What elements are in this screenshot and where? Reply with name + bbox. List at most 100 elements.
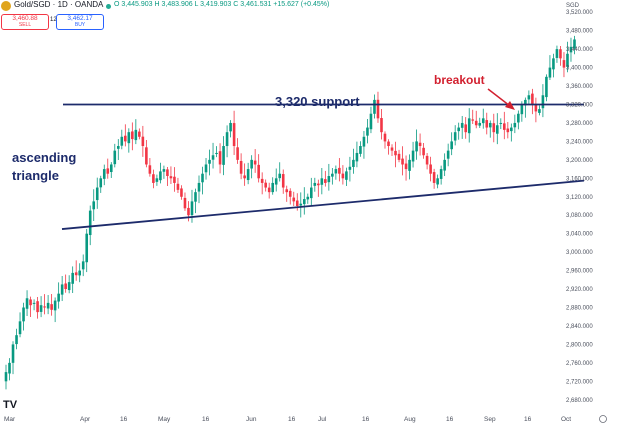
candle-body [159,171,162,181]
candle-body [302,199,306,205]
candle-body [524,99,527,106]
candle-body [239,160,243,174]
candle-body [411,150,415,162]
y-tick-label: 3,040.000 [566,232,593,238]
candle-body [481,118,485,124]
candle-body [53,300,57,311]
candle-body [443,159,446,171]
candle-body [267,187,271,193]
y-tick-label: 3,320.000 [566,103,593,109]
y-tick-label: 3,520.000 [566,10,593,16]
symbol-title[interactable]: Gold/SGD · 1D · OANDA [14,0,104,9]
candle-body [559,49,562,59]
candle-body [499,122,503,124]
candle-body [288,190,292,197]
candle-body [520,104,524,115]
breakout-label: breakout [434,73,485,87]
candle-body [25,298,29,309]
candle-body [208,159,211,164]
candle-body [331,173,334,177]
y-tick-label: 3,240.000 [566,139,593,145]
candle-body [64,283,67,290]
candle-body [141,136,145,147]
candle-body [425,155,429,165]
candle-body [555,49,559,58]
candle-body [355,152,359,162]
candle-body [120,136,124,146]
settings-icon[interactable] [599,415,607,423]
candle-body [320,178,324,185]
chart-header: Gold/SGD · 1D · OANDA O 3,445.903 H 3,48… [0,0,580,13]
candle-body [527,95,531,100]
candle-body [285,189,289,193]
candle-body [503,123,506,130]
candle-body [495,125,499,134]
x-axis: Mar Apr 16 May 16 Jun 16 Jul 16 Aug 16 Sep 16 Oct [4,416,571,423]
candle-body [166,169,169,177]
candle-body [327,176,331,183]
support-label: 3,320 support [275,94,360,109]
candle-body [334,169,338,174]
pattern-label-line1: ascending [12,150,76,165]
candle-body [43,306,46,308]
candle-body [169,176,173,179]
candle-body [180,188,183,197]
buy-price: 3,462.17 [67,15,93,22]
candle-body [218,151,222,165]
candle-body [204,164,208,173]
candle-body [113,150,117,165]
candle-body [85,233,89,263]
x-tick-label: 16 [446,416,454,423]
candle-body [250,159,253,169]
candle-body [271,182,274,193]
x-tick-label: May [158,416,171,423]
candle-body [404,163,408,170]
candle-body [429,164,432,174]
candle-body [257,164,260,179]
candle-body [380,118,383,133]
candle-body [225,132,229,147]
y-tick-label: 3,000.000 [566,250,593,256]
candle-body [102,169,106,179]
y-tick-label: 2,760.000 [566,361,593,367]
candle-body [232,123,236,147]
ascending-trendline [61,179,585,230]
candle-body [488,122,492,128]
buy-button[interactable]: 3,462.17 BUY [56,14,104,30]
candle-body [383,133,387,142]
candle-body [474,120,478,126]
candle-body [345,171,348,180]
candle-body [278,173,282,179]
candle-body [187,207,190,216]
candle-body [471,119,475,121]
candle-body [545,76,548,98]
candle-body [155,178,159,182]
candle-body [541,95,545,109]
candle-body [74,272,78,276]
candle-body [71,272,74,284]
candle-body [531,93,534,105]
candle-body [109,164,113,173]
candle-body [211,155,215,160]
sell-button[interactable]: 3,460.88 SELL [1,14,49,30]
candle-body [176,183,180,190]
candle-body [222,146,225,165]
candle-body [292,197,296,202]
candle-body [313,182,317,186]
y-tick-label: 3,440.000 [566,47,593,53]
tradingview-logo: TV [3,399,18,411]
candle-body [464,124,468,133]
candle-body [295,200,299,206]
candle-body [401,158,404,165]
candle-body [348,166,352,170]
market-open-indicator [106,4,111,9]
candle-body [317,183,320,186]
candle-body [366,127,369,136]
candle-body [173,176,176,183]
y-tick-label: 3,160.000 [566,176,593,182]
candle-body [162,169,166,172]
candle-body [67,282,71,291]
x-tick-label: 16 [120,416,128,423]
candle-body [310,187,313,199]
